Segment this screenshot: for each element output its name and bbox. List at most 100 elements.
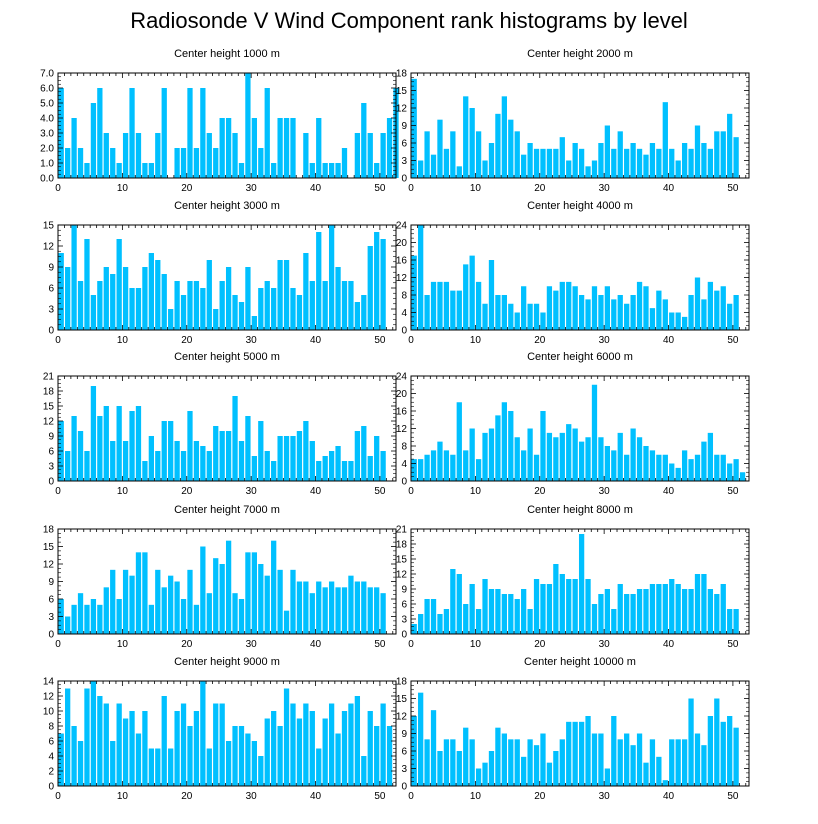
panel-9-bar-19: [180, 703, 187, 786]
panel-1-bar-38: [303, 133, 309, 178]
panel-3-bar-33: [271, 288, 277, 330]
panel-9-bar-49: [374, 726, 380, 786]
panel-10-xtick-label-20: 20: [534, 791, 546, 802]
panel-2-bar-17: [521, 154, 527, 178]
panel-2-bar-34: [630, 143, 636, 178]
panel-2-xtick-label-0: 0: [408, 183, 414, 194]
panel-6-ytick-label-6: 24: [396, 372, 408, 383]
panel-9-xtick-label-0: 0: [55, 791, 61, 802]
panel-5-bar-39: [309, 441, 315, 481]
panel-1-bar-12: [135, 133, 142, 178]
panel-9-bar-27: [232, 726, 238, 786]
panel-1-bar-50: [380, 133, 386, 178]
panel-5-bar-26: [225, 431, 232, 481]
panel-1-bar-1: [65, 148, 71, 178]
panel-3-ytick-label-5: 15: [43, 221, 55, 232]
panel-9-bar-1: [65, 688, 71, 786]
panel-6-bar-50: [733, 459, 739, 481]
panel-3-bar-47: [361, 295, 367, 330]
panel-9-bar-24: [213, 703, 219, 786]
panel-7-bar-29: [245, 552, 251, 634]
panel-3-bar-20: [187, 281, 193, 330]
panel-8-bar-31: [611, 609, 617, 634]
panel-10-bar-25: [572, 721, 578, 786]
panel-6-title: Center height 6000 m: [527, 351, 633, 363]
panel-6-bar-46: [707, 432, 714, 481]
panel-6-bar-13: [495, 415, 501, 481]
panel-1-bar-51: [386, 118, 393, 178]
panel-2-bar-47: [714, 131, 720, 178]
panel-4-title: Center height 4000 m: [527, 200, 633, 212]
panel-7-bar-25: [219, 564, 225, 634]
panel-9-ytick-label-4: 8: [48, 722, 54, 733]
panel-4-bar-21: [546, 286, 553, 330]
panel-1-bar-6: [97, 88, 103, 178]
panel-9-bar-10: [122, 718, 129, 786]
panel-1-bar-7: [103, 133, 109, 178]
panel-9-bar-9: [116, 703, 122, 786]
panel-10-ytick-label-0: 0: [401, 782, 407, 793]
panel-1-title: Center height 1000 m: [174, 48, 280, 60]
panel-7-bar-28: [238, 599, 245, 634]
panel-8-bar-32: [617, 584, 623, 634]
panel-5-xtick-label-0: 0: [55, 486, 61, 497]
panel-8-xtick-label-40: 40: [663, 639, 675, 650]
panel-4-bar-32: [617, 295, 623, 330]
panel-2-bar-30: [604, 125, 611, 178]
panel-5-bar-19: [180, 451, 187, 481]
panel-1-bar-39: [309, 163, 315, 178]
panel-7-bar-23: [206, 593, 212, 634]
panel-2-bar-49: [727, 113, 733, 178]
panel-9-bar-17: [168, 748, 174, 786]
panel-8-bar-20: [540, 584, 546, 634]
panel-4-bar-50: [733, 295, 739, 330]
panel-3-bar-40: [316, 232, 322, 330]
panel-2-ytick-label-4: 12: [396, 104, 408, 115]
panel-4-bar-11: [482, 303, 488, 330]
panel-7-bar-14: [148, 604, 154, 634]
panel-7-bar-17: [168, 575, 174, 634]
panel-8-bar-37: [649, 584, 656, 634]
panel-4-ytick-label-3: 12: [396, 273, 408, 284]
panel-9-bar-5: [90, 681, 97, 786]
panel-9-bar-30: [251, 741, 258, 786]
panel-10-ytick-label-5: 15: [396, 694, 408, 705]
panel-8-bar-43: [688, 589, 694, 634]
panel-10-bar-36: [643, 762, 649, 786]
panel-10-bar-42: [681, 739, 688, 786]
panel-4-xtick-label-20: 20: [534, 335, 546, 346]
panel-4-xtick-label-30: 30: [599, 335, 611, 346]
panel-2-bar-28: [591, 160, 598, 178]
panel-5-ytick-label-0: 0: [48, 477, 54, 488]
panel-5-bar-41: [322, 456, 328, 481]
panel-9-bar-31: [258, 756, 264, 786]
panel-8-bar-2: [424, 599, 430, 634]
panel-4-bar-31: [611, 299, 617, 330]
panel-9-bar-42: [328, 703, 335, 786]
panel-5-xtick-label-50: 50: [374, 486, 386, 497]
panel-5-bar-11: [129, 411, 135, 481]
panel-9-ytick-label-1: 2: [48, 767, 54, 778]
panel-1-bar-41: [322, 163, 328, 178]
panel-6-bar-41: [675, 467, 681, 481]
panel-8-bar-11: [482, 579, 488, 634]
panel-4-bar-33: [624, 303, 630, 330]
panel-8-bar-18: [527, 609, 533, 634]
panel-5-bar-47: [361, 426, 367, 481]
panel-3-bar-4: [84, 239, 90, 330]
panel-4-bar-20: [540, 312, 546, 330]
panel-4-bar-48: [720, 286, 726, 330]
panel-7-bar-8: [110, 569, 116, 634]
panel-2-xtick-label-20: 20: [534, 183, 546, 194]
panel-7-xtick-label-0: 0: [55, 639, 61, 650]
panel-2-bar-8: [463, 96, 469, 178]
panel-4-bar-25: [572, 286, 578, 330]
panel-8-bar-39: [662, 584, 668, 634]
panel-4-bar-47: [714, 290, 720, 330]
panel-2-bar-43: [688, 148, 694, 178]
panel-10-bar-7: [456, 751, 462, 786]
panel-1-bar-36: [290, 118, 296, 178]
panel-4-xtick-label-40: 40: [663, 335, 675, 346]
panel-3-bar-16: [161, 274, 167, 330]
panel-1-bar-30: [251, 118, 258, 178]
